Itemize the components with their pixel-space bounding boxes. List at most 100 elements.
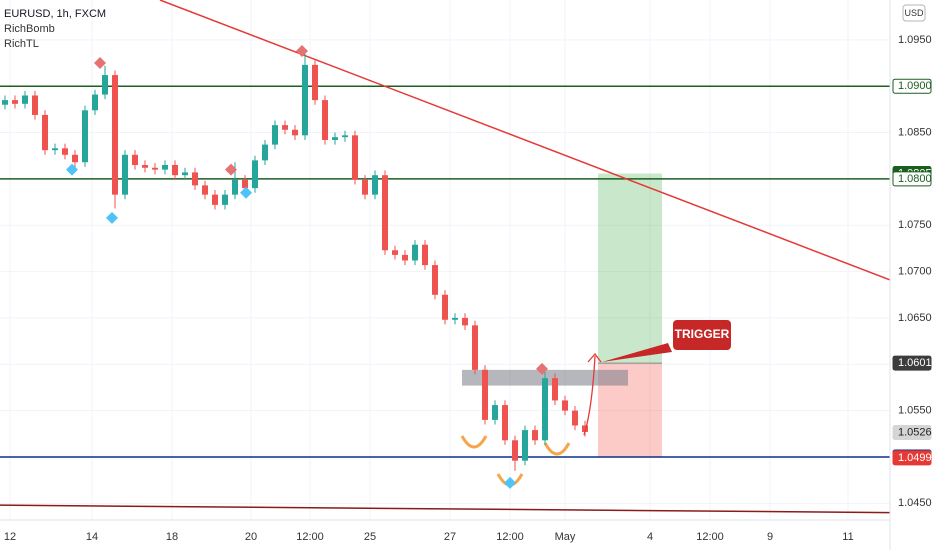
signal-marker (225, 163, 237, 176)
x-tick-label: 25 (364, 531, 376, 543)
candle-body (282, 125, 288, 130)
candle-body (492, 405, 498, 420)
signal-marker (106, 211, 118, 224)
candle-body (172, 164, 178, 176)
indicator: RichTL (4, 38, 39, 50)
candle-body (522, 430, 528, 461)
price-badge-label: 1.08000 (898, 173, 932, 185)
y-tick-label: 1.05500 (898, 405, 932, 417)
x-tick-label: 9 (767, 531, 773, 543)
candle-body (442, 294, 448, 320)
signal-marker (240, 186, 252, 199)
y-tick-label: 1.06500 (898, 312, 932, 324)
candle-body (222, 194, 228, 205)
signal-marker (94, 57, 106, 70)
candle-body (402, 254, 408, 261)
candle-body (272, 125, 278, 145)
candle-body (292, 129, 298, 136)
candle-body (482, 369, 488, 420)
candle-body (62, 148, 68, 155)
candle-body (412, 244, 418, 261)
indicator: RichBomb (4, 23, 55, 35)
pattern-arc (543, 442, 571, 456)
x-tick-label: 27 (444, 531, 456, 543)
y-tick-label: 1.09500 (898, 34, 932, 46)
x-tick-label: 18 (166, 531, 178, 543)
callout-pointer (602, 343, 672, 362)
signal-marker (66, 163, 78, 176)
candle-body (82, 110, 88, 163)
signal-marker (536, 362, 548, 375)
candle-body (422, 244, 428, 266)
projection-arrow (583, 355, 596, 436)
candle-body (362, 179, 368, 195)
candle-body (502, 405, 508, 441)
chart-title: EURUSD, 1h, FXCM (4, 8, 106, 20)
pattern-arc (460, 435, 488, 449)
annotation: TRIGGER (675, 327, 730, 341)
candle-body (582, 425, 588, 432)
x-tick-label: 4 (647, 531, 653, 543)
price-badge-label: 1.05264 (898, 426, 932, 438)
candle-body (262, 144, 268, 161)
candle-body (202, 185, 208, 195)
signal-marker (296, 44, 308, 57)
projection-arrowhead (587, 352, 602, 363)
candle-body (232, 179, 238, 195)
profit-zone (598, 173, 662, 364)
candle-body (382, 175, 388, 251)
candle-body (312, 64, 318, 101)
y-tick-label: 1.08500 (898, 126, 932, 138)
price-badge (892, 450, 932, 466)
candle-body (42, 114, 48, 151)
x-tick-label: 12:00 (496, 531, 524, 543)
price-badge (892, 355, 932, 371)
candle-body (302, 64, 308, 136)
candle-body (2, 100, 8, 105)
candle-body (552, 378, 558, 401)
candle-body (322, 100, 328, 140)
price-badge (892, 171, 932, 187)
candle-body (122, 154, 128, 195)
candle-body (252, 160, 258, 189)
candle-body (242, 179, 248, 189)
candle-body (342, 135, 348, 138)
candle-body (182, 172, 188, 176)
candle-body (512, 440, 518, 461)
candle-body (92, 94, 98, 111)
x-tick-label: 12 (4, 531, 16, 543)
x-tick-label: 12:00 (696, 531, 724, 543)
currency-button[interactable] (902, 4, 926, 22)
y-tick-label: 1.04500 (898, 497, 932, 509)
x-tick-label: May (555, 531, 576, 543)
price-badge (892, 78, 932, 94)
price-badge-label: 1.04990 (898, 452, 932, 464)
candle-body (132, 154, 138, 165)
currency-label[interactable]: USD (904, 8, 924, 18)
candle-body (22, 95, 28, 104)
x-tick-label: 20 (245, 531, 257, 543)
candle-body (102, 75, 108, 95)
candle-body (162, 164, 168, 170)
plot (0, 0, 891, 520)
candle-body (562, 400, 568, 411)
candle-body (572, 410, 578, 426)
candle-body (542, 378, 548, 441)
candle-body (142, 164, 148, 168)
candle-body (152, 167, 158, 170)
candle-body (532, 430, 538, 441)
signal-marker (504, 476, 516, 489)
trend-line (159, 0, 891, 281)
candle-body (462, 317, 468, 326)
candle-body (352, 135, 358, 180)
x-tick-label: 14 (86, 531, 98, 543)
callout-box (673, 320, 731, 350)
candle-body (192, 172, 198, 186)
candle-body (332, 137, 338, 140)
x-tick-label: 11 (842, 531, 853, 543)
y-tick-label: 1.07500 (898, 219, 932, 231)
x-tick-label: 12:00 (296, 531, 324, 543)
price-badge (892, 424, 932, 440)
